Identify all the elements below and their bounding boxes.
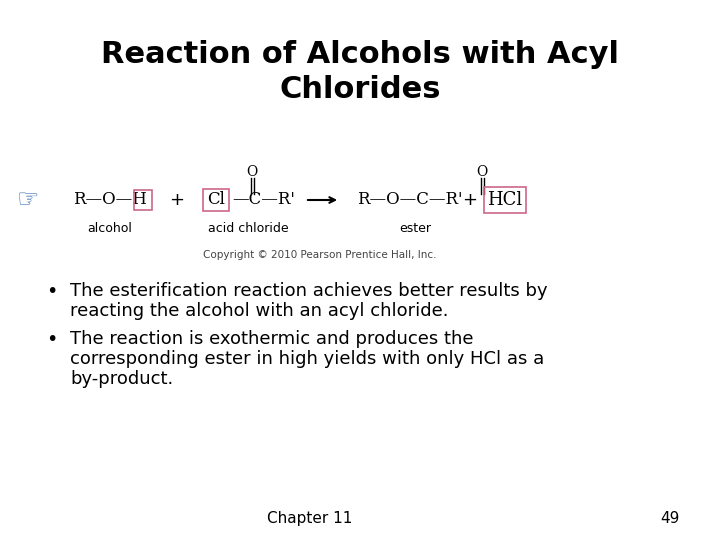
- Text: acid chloride: acid chloride: [207, 221, 288, 234]
- Text: •: •: [46, 282, 58, 301]
- Text: alcohol: alcohol: [88, 221, 132, 234]
- Text: •: •: [46, 330, 58, 349]
- Text: ☞: ☞: [17, 188, 39, 212]
- Text: +: +: [169, 191, 184, 209]
- Text: Copyright © 2010 Pearson Prentice Hall, Inc.: Copyright © 2010 Pearson Prentice Hall, …: [203, 250, 437, 260]
- Text: Reaction of Alcohols with Acyl
Chlorides: Reaction of Alcohols with Acyl Chlorides: [101, 40, 619, 104]
- Text: Chapter 11: Chapter 11: [267, 511, 353, 526]
- Text: The reaction is exothermic and produces the: The reaction is exothermic and produces …: [70, 330, 474, 348]
- Text: reacting the alcohol with an acyl chloride.: reacting the alcohol with an acyl chlori…: [70, 302, 449, 320]
- Text: +: +: [462, 191, 477, 209]
- Text: R—O—C—R': R—O—C—R': [357, 192, 463, 208]
- Text: —C—R': —C—R': [232, 192, 295, 208]
- Text: HCl: HCl: [487, 191, 523, 209]
- Text: by-product.: by-product.: [70, 370, 174, 388]
- Text: R—O—H: R—O—H: [73, 192, 147, 208]
- Text: O: O: [246, 165, 258, 179]
- Text: The esterification reaction achieves better results by: The esterification reaction achieves bet…: [70, 282, 548, 300]
- Text: O: O: [477, 165, 487, 179]
- Text: corresponding ester in high yields with only HCl as a: corresponding ester in high yields with …: [70, 350, 544, 368]
- Text: ester: ester: [399, 221, 431, 234]
- Text: Cl: Cl: [207, 192, 225, 208]
- Text: 49: 49: [660, 511, 680, 526]
